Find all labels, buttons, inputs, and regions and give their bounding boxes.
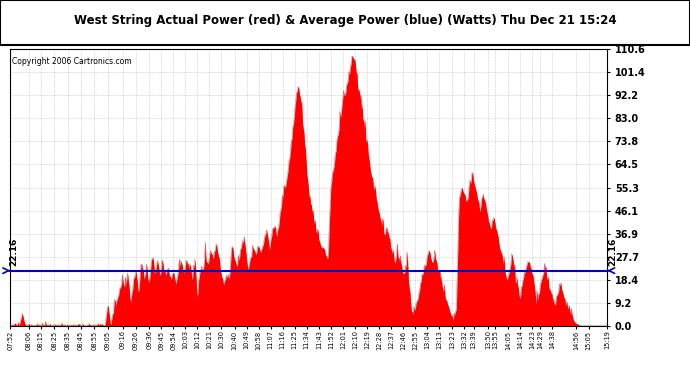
Text: West String Actual Power (red) & Average Power (blue) (Watts) Thu Dec 21 15:24: West String Actual Power (red) & Average…	[74, 14, 616, 27]
Text: 22.16: 22.16	[609, 237, 618, 266]
Text: Copyright 2006 Cartronics.com: Copyright 2006 Cartronics.com	[12, 57, 131, 66]
Text: 22.16: 22.16	[9, 237, 18, 266]
